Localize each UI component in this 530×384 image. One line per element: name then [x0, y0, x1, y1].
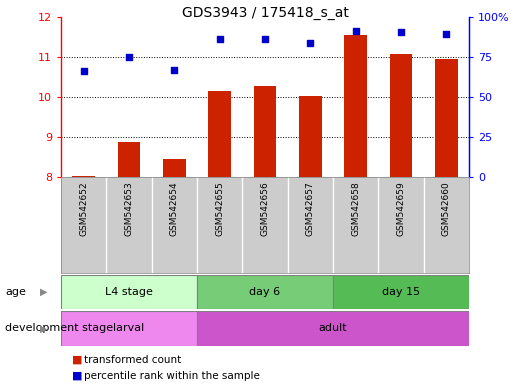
- Text: day 15: day 15: [382, 287, 420, 297]
- Bar: [299, 96, 322, 177]
- Text: GSM542656: GSM542656: [261, 182, 269, 236]
- Text: adult: adult: [319, 323, 347, 333]
- Text: ▶: ▶: [40, 287, 47, 297]
- Bar: [254, 86, 276, 177]
- Bar: [390, 54, 412, 177]
- Text: L4 stage: L4 stage: [105, 287, 153, 297]
- Point: [306, 40, 315, 46]
- Bar: [344, 35, 367, 177]
- Point: [215, 36, 224, 42]
- Point: [397, 29, 405, 35]
- Text: day 6: day 6: [250, 287, 280, 297]
- Point: [261, 36, 269, 42]
- Text: development stage: development stage: [5, 323, 113, 333]
- Text: percentile rank within the sample: percentile rank within the sample: [84, 371, 260, 381]
- Text: GSM542657: GSM542657: [306, 182, 315, 236]
- Text: GSM542652: GSM542652: [79, 182, 88, 236]
- Text: transformed count: transformed count: [84, 355, 181, 365]
- Text: GSM542654: GSM542654: [170, 182, 179, 236]
- Text: GSM542658: GSM542658: [351, 182, 360, 236]
- Point: [351, 28, 360, 34]
- Point: [442, 31, 450, 38]
- Text: ■: ■: [72, 355, 82, 365]
- Point: [170, 67, 179, 73]
- Text: ■: ■: [72, 371, 82, 381]
- Bar: [197, 311, 469, 346]
- Text: GSM542660: GSM542660: [442, 182, 451, 236]
- Text: age: age: [5, 287, 26, 297]
- Bar: [118, 142, 140, 177]
- Point: [125, 54, 133, 60]
- Text: GSM542655: GSM542655: [215, 182, 224, 236]
- Bar: [72, 176, 95, 177]
- Bar: [435, 59, 458, 177]
- Point: [80, 68, 88, 74]
- Text: GSM542659: GSM542659: [396, 182, 405, 236]
- Text: GDS3943 / 175418_s_at: GDS3943 / 175418_s_at: [182, 6, 348, 20]
- Bar: [197, 275, 333, 309]
- Bar: [61, 311, 197, 346]
- Bar: [208, 91, 231, 177]
- Text: GSM542653: GSM542653: [125, 182, 134, 236]
- Text: ▶: ▶: [40, 323, 47, 333]
- Bar: [61, 275, 197, 309]
- Bar: [333, 275, 469, 309]
- Bar: [163, 159, 186, 177]
- Text: larval: larval: [113, 323, 145, 333]
